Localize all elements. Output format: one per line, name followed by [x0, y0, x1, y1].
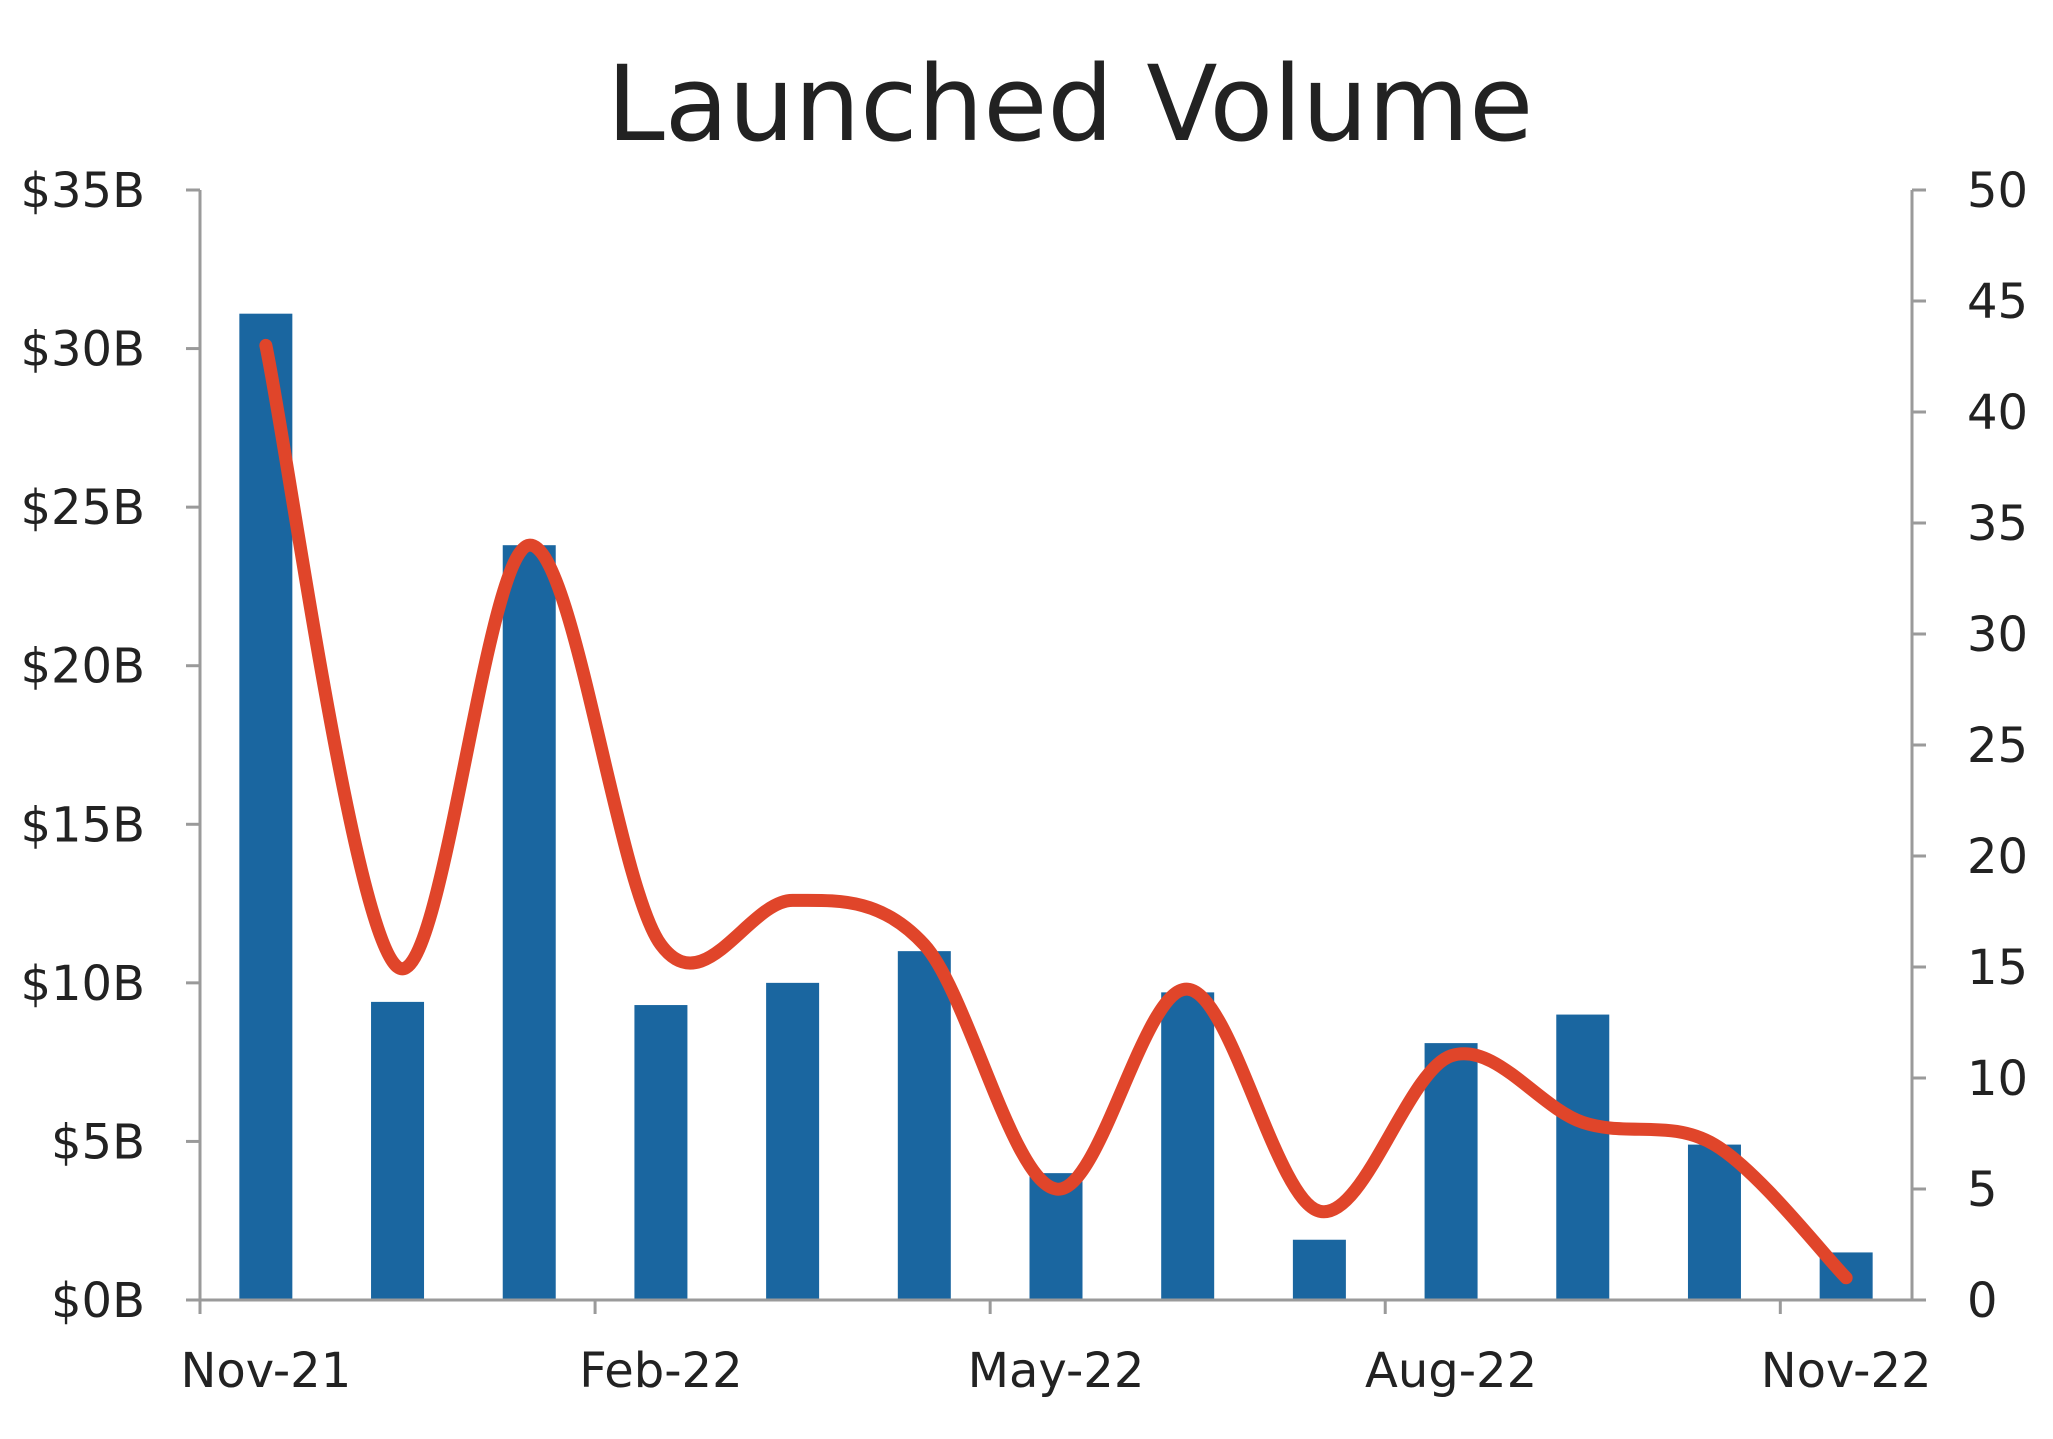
y-right-tick-label: 0	[1967, 1273, 1998, 1329]
y-right-tick-label: 30	[1967, 607, 2028, 663]
y-right-tick-label: 40	[1967, 385, 2028, 441]
y-right-tick-label: 50	[1967, 163, 2028, 219]
bar-Aug-22	[1424, 1043, 1478, 1300]
x-tick-label: Feb-22	[579, 1343, 742, 1399]
bar-Dec-21	[371, 1001, 425, 1300]
bar-series	[239, 313, 1873, 1301]
x-tick-label: Nov-22	[1761, 1343, 1932, 1399]
y-left-tick-label: $10B	[20, 956, 145, 1012]
y-left-tick-label: $35B	[20, 163, 145, 219]
x-ticks: Nov-21 Feb-22 May-22 Aug-22 Nov-22	[180, 1300, 1932, 1399]
chart-title: Launched Volume	[607, 43, 1533, 165]
y-right-tick-label: 5	[1967, 1162, 1998, 1218]
y-right-tick-label: 15	[1967, 940, 2028, 996]
y-right-tick-label: 35	[1967, 496, 2028, 552]
bar-Jun-22	[1161, 992, 1215, 1300]
y-right-ticks: 0 5 10 15 20 25 30 35 40 45 50	[1912, 163, 2028, 1329]
y-left-tick-label: $5B	[51, 1114, 145, 1170]
x-tick-label: Nov-21	[180, 1343, 351, 1399]
x-tick-label: Aug-22	[1365, 1343, 1537, 1399]
y-right-tick-label: 25	[1967, 718, 2028, 774]
bar-Mar-22	[766, 982, 820, 1300]
y-left-tick-label: $15B	[20, 797, 145, 853]
y-right-tick-label: 45	[1967, 274, 2028, 330]
bar-Jul-22	[1292, 1239, 1346, 1300]
x-tick-label: May-22	[968, 1343, 1145, 1399]
bar-Sep-22	[1556, 1014, 1610, 1300]
y-right-tick-label: 10	[1967, 1051, 2028, 1107]
y-left-tick-label: $30B	[20, 322, 145, 378]
bar-Apr-22	[897, 951, 951, 1300]
bar-Feb-22	[634, 1005, 688, 1300]
y-left-tick-label: $0B	[51, 1273, 145, 1329]
y-right-tick-label: 20	[1967, 829, 2028, 885]
bar-Jan-22	[502, 545, 556, 1300]
y-left-ticks: $0B $5B $10B $15B $20B $25B $30B $35B	[20, 163, 200, 1329]
y-left-tick-label: $25B	[20, 480, 145, 536]
line-series	[259, 338, 1853, 1285]
bar-Oct-22	[1687, 1144, 1741, 1300]
y-left-tick-label: $20B	[20, 639, 145, 695]
